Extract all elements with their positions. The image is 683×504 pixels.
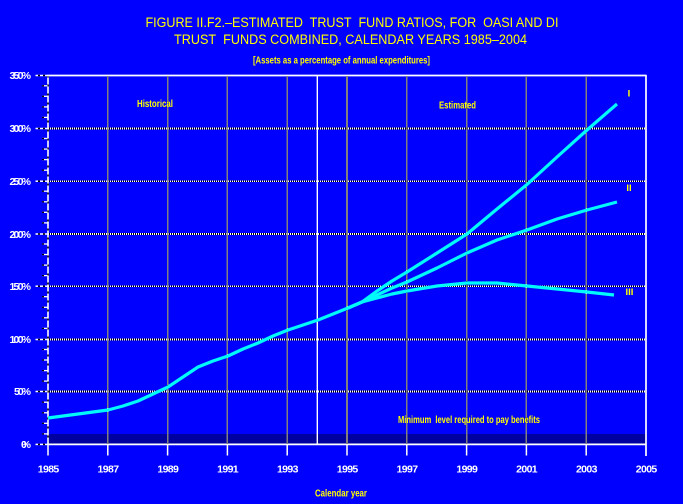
svg-text:III: III	[626, 287, 634, 298]
svg-text:50%: 50%	[14, 386, 32, 398]
svg-text:TRUST FUNDS COMBINED, CALENDA: TRUST FUNDS COMBINED, CALENDAR YEARS 198…	[174, 32, 528, 47]
svg-text:200%: 200%	[10, 229, 32, 241]
svg-text:1999: 1999	[456, 463, 478, 475]
svg-text:1989: 1989	[157, 463, 179, 475]
svg-text:FIGURE II.F2.–ESTIMATED TRUST: FIGURE II.F2.–ESTIMATED TRUST FUND RATIO…	[146, 15, 559, 30]
svg-text:1995: 1995	[337, 463, 359, 475]
svg-text:Calendar year: Calendar year	[315, 487, 367, 499]
svg-text:1985: 1985	[38, 463, 60, 475]
svg-text:1991: 1991	[217, 463, 239, 475]
svg-text:Historical: Historical	[137, 98, 173, 110]
svg-text:2001: 2001	[516, 463, 538, 475]
svg-text:350%: 350%	[10, 70, 32, 82]
svg-text:1987: 1987	[98, 463, 120, 475]
svg-text:I: I	[628, 89, 631, 100]
svg-text:[Assets as a percentage of ann: [Assets as a percentage of annual expend…	[253, 56, 430, 67]
svg-text:2003: 2003	[576, 463, 598, 475]
svg-text:300%: 300%	[10, 123, 32, 135]
svg-text:0%: 0%	[21, 439, 32, 451]
svg-text:2005: 2005	[636, 463, 658, 475]
svg-text:150%: 150%	[10, 281, 32, 293]
svg-text:II: II	[626, 183, 631, 194]
svg-text:250%: 250%	[10, 176, 32, 188]
svg-text:Minimum level required to pay: Minimum level required to pay benefits	[398, 414, 540, 426]
svg-text:1997: 1997	[397, 463, 419, 475]
svg-text:1993: 1993	[277, 463, 299, 475]
svg-text:Estimated: Estimated	[439, 99, 476, 111]
svg-text:100%: 100%	[10, 334, 32, 346]
